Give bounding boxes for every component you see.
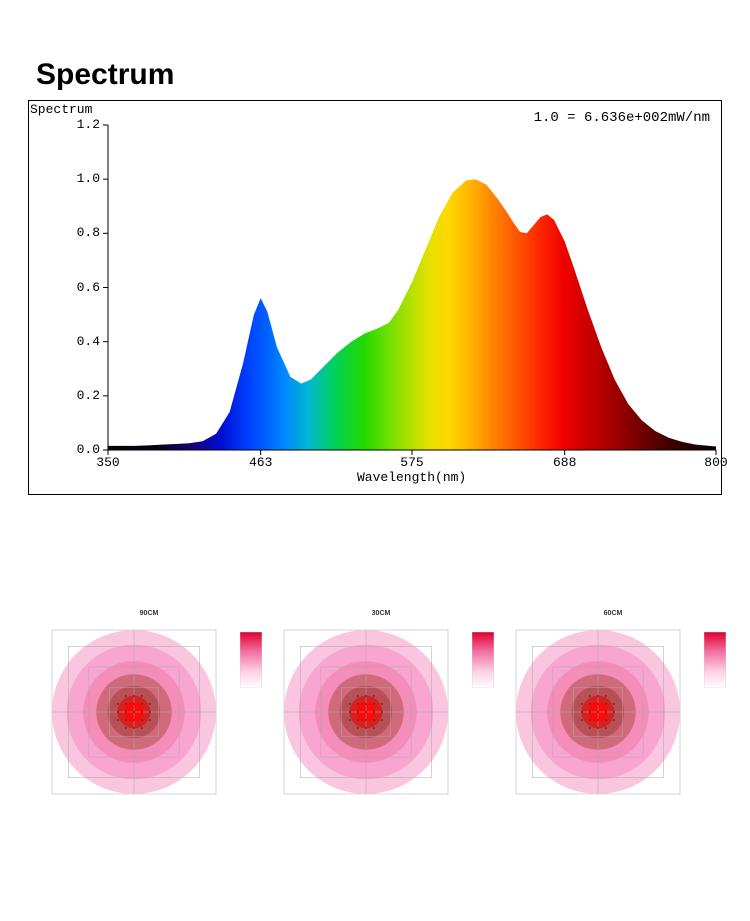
polar-title: 90CM <box>44 610 254 617</box>
ytick-label: 1.0 <box>60 171 100 186</box>
polar-chart <box>276 620 456 800</box>
polar-title: 30CM <box>276 610 486 617</box>
polar-chart <box>508 620 688 800</box>
xtick-label: 350 <box>88 455 128 470</box>
ytick-label: 0.4 <box>60 334 100 349</box>
ytick-label: 0.2 <box>60 388 100 403</box>
polar-panel: 30CM <box>276 620 486 800</box>
polar-legend <box>240 632 262 688</box>
xtick-label: 575 <box>392 455 432 470</box>
polar-chart <box>44 620 224 800</box>
spectrum-area <box>108 179 716 450</box>
ytick-label: 0.8 <box>60 225 100 240</box>
x-axis-label: Wavelength(nm) <box>357 470 466 485</box>
polar-legend <box>472 632 494 688</box>
polar-panel: 60CM <box>508 620 718 800</box>
ytick-label: 1.2 <box>60 117 100 132</box>
xtick-label: 463 <box>241 455 281 470</box>
polar-panel: 90CM <box>44 620 254 800</box>
page-title: Spectrum <box>36 58 174 92</box>
ytick-label: 0.6 <box>60 280 100 295</box>
xtick-label: 800 <box>696 455 736 470</box>
polar-legend <box>704 632 726 688</box>
xtick-label: 688 <box>545 455 585 470</box>
spectrum-chart <box>28 100 722 495</box>
polar-title: 60CM <box>508 610 718 617</box>
